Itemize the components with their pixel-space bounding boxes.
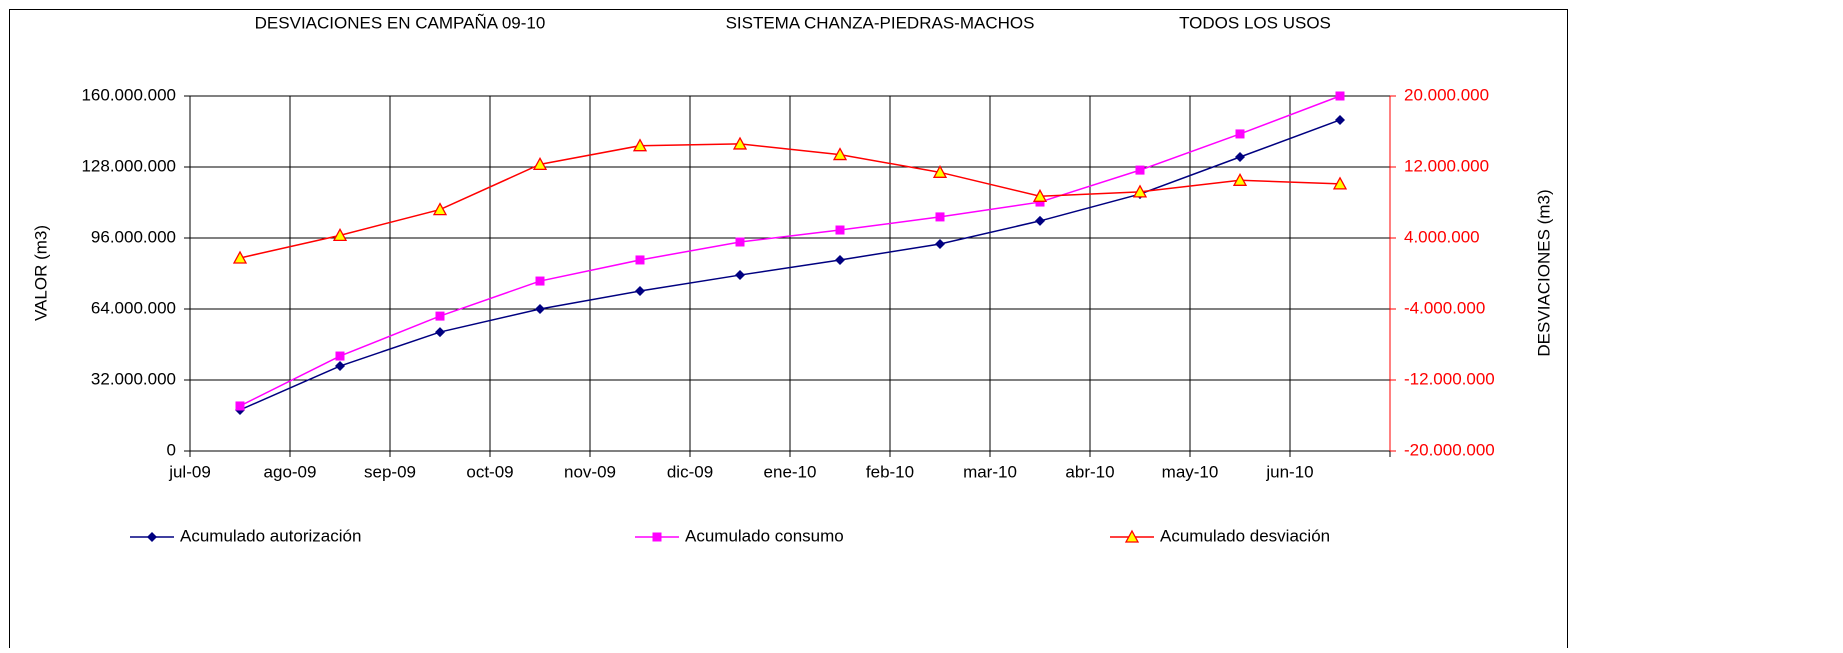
data-point bbox=[1235, 129, 1245, 139]
legend-marker bbox=[652, 532, 662, 542]
x-tick-label: ago-09 bbox=[264, 462, 317, 481]
x-tick-label: sep-09 bbox=[364, 462, 416, 481]
legend-label: Acumulado consumo bbox=[685, 526, 844, 545]
series-line bbox=[239, 143, 1341, 259]
data-point bbox=[835, 254, 845, 265]
y-tick-label: 32.000.000 bbox=[91, 369, 176, 388]
y2-axis-label: DESVIACIONES (m3) bbox=[1534, 189, 1553, 356]
legend-label: Acumulado autorización bbox=[180, 526, 361, 545]
legend-marker bbox=[147, 532, 157, 542]
chart-title: DESVIACIONES EN CAMPAÑA 09-10 bbox=[255, 13, 546, 32]
data-point bbox=[1335, 91, 1345, 101]
y2-tick-label: 4.000.000 bbox=[1404, 227, 1480, 246]
data-point bbox=[1132, 184, 1148, 198]
data-point bbox=[1332, 176, 1348, 190]
data-point bbox=[1232, 172, 1248, 186]
data-point bbox=[335, 351, 345, 361]
data-point bbox=[435, 311, 445, 321]
y-axis-label: VALOR (m3) bbox=[31, 225, 50, 321]
data-point bbox=[832, 147, 848, 161]
chart-title: SISTEMA CHANZA-PIEDRAS-MACHOS bbox=[726, 13, 1035, 32]
data-point bbox=[535, 276, 545, 286]
x-tick-label: feb-10 bbox=[866, 462, 914, 481]
x-tick-label: jun-10 bbox=[1265, 462, 1313, 481]
x-tick-label: dic-09 bbox=[667, 462, 713, 481]
data-point bbox=[732, 136, 748, 150]
legend-marker bbox=[1124, 529, 1140, 543]
y2-tick-label: -20.000.000 bbox=[1404, 440, 1495, 459]
y2-tick-label: -12.000.000 bbox=[1404, 369, 1495, 388]
data-point bbox=[232, 250, 248, 264]
data-point bbox=[1032, 188, 1048, 202]
y2-tick-label: 12.000.000 bbox=[1404, 156, 1489, 175]
series-line bbox=[239, 119, 1341, 411]
legend-label: Acumulado desviación bbox=[1160, 526, 1330, 545]
data-point bbox=[335, 361, 345, 372]
data-point bbox=[735, 237, 745, 247]
chart-title: TODOS LOS USOS bbox=[1179, 13, 1331, 32]
data-point bbox=[235, 401, 245, 411]
x-tick-label: jul-09 bbox=[168, 462, 211, 481]
data-point bbox=[632, 138, 648, 152]
data-point bbox=[532, 156, 548, 170]
data-point bbox=[932, 164, 948, 178]
y-tick-label: 96.000.000 bbox=[91, 227, 176, 246]
data-point bbox=[1035, 197, 1045, 207]
x-tick-label: oct-09 bbox=[466, 462, 513, 481]
data-point bbox=[935, 212, 945, 222]
series-line bbox=[239, 95, 1341, 407]
data-point bbox=[1135, 165, 1145, 175]
data-point bbox=[332, 227, 348, 241]
x-tick-label: nov-09 bbox=[564, 462, 616, 481]
data-point bbox=[935, 238, 945, 249]
data-point bbox=[432, 202, 448, 216]
data-point bbox=[635, 286, 645, 297]
data-point bbox=[1335, 114, 1345, 125]
data-point bbox=[635, 255, 645, 265]
y-tick-label: 128.000.000 bbox=[81, 156, 176, 175]
data-point bbox=[535, 304, 545, 314]
y2-tick-label: 20.000.000 bbox=[1404, 85, 1489, 104]
y-tick-label: 0 bbox=[167, 440, 176, 459]
y-tick-label: 64.000.000 bbox=[91, 298, 176, 317]
data-point bbox=[1035, 215, 1045, 226]
x-tick-label: abr-10 bbox=[1065, 462, 1114, 481]
x-tick-label: ene-10 bbox=[764, 462, 817, 481]
y2-tick-label: -4.000.000 bbox=[1404, 298, 1485, 317]
x-tick-label: may-10 bbox=[1162, 462, 1219, 481]
x-tick-label: mar-10 bbox=[963, 462, 1017, 481]
y-tick-label: 160.000.000 bbox=[81, 85, 176, 104]
data-point bbox=[435, 327, 445, 338]
data-point bbox=[835, 225, 845, 235]
data-point bbox=[735, 270, 745, 281]
data-point bbox=[1235, 152, 1245, 163]
